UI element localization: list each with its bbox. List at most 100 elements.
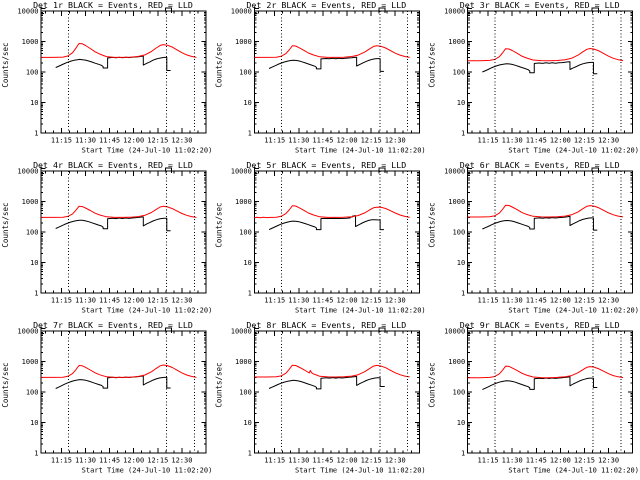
y-tick-label: 100 (239, 69, 252, 77)
interval-marker-left (253, 6, 259, 14)
axes-frame (467, 170, 634, 294)
subplot-det-8r: Det 8r BLACK = Events, RED = LLD 11:15 11:… (214, 320, 425, 475)
plot-title: Det 5r BLACK = Events, RED = LLD (246, 160, 406, 170)
lld-series (467, 204, 624, 218)
x-tick-label: 12:30 (171, 297, 192, 305)
lld-series (41, 43, 197, 58)
y-tick-label: 1000 (448, 358, 465, 366)
x-tick-label: 12:00 (123, 137, 144, 145)
x-tick-label: 11:30 (288, 137, 309, 145)
x-tick-label: 11:15 (264, 457, 285, 465)
y-tick-label: 10000 (231, 328, 252, 336)
y-tick-label: 10 (30, 259, 38, 267)
y-tick-label: 1000 (235, 358, 252, 366)
y-tick-label: 100 (239, 389, 252, 397)
axes-frame (467, 330, 634, 454)
interval-marker-left (40, 6, 46, 14)
interval-marker-bar (378, 327, 386, 333)
interval-marker-bar (591, 327, 599, 333)
x-tick-label: 11:15 (51, 297, 72, 305)
x-tick-label: 11:15 (51, 137, 72, 145)
x-tick-label: 11:45 (312, 137, 333, 145)
axes-frame (40, 170, 207, 294)
y-tick-label: 10 (243, 99, 251, 107)
x-tick-label: 11:45 (312, 297, 333, 305)
x-tick-label: 11:45 (526, 297, 547, 305)
y-tick-label: 1000 (235, 198, 252, 206)
x-tick-label: 11:30 (75, 297, 96, 305)
x-tick-label: 11:30 (502, 137, 523, 145)
y-tick-label: 100 (26, 229, 39, 237)
y-tick-label: 100 (453, 69, 466, 77)
y-tick-label: 1 (34, 450, 38, 458)
y-tick-label: 100 (453, 229, 466, 237)
y-tick-label: 10 (243, 419, 251, 427)
lld-series (41, 205, 197, 218)
plot-title: Det 4r BLACK = Events, RED = LLD (33, 160, 193, 170)
x-tick-label: 12:00 (550, 457, 571, 465)
x-tick-label: 12:00 (550, 297, 571, 305)
plot-title: Det 6r BLACK = Events, RED = LLD (460, 160, 620, 170)
x-tick-label: 12:00 (123, 297, 144, 305)
interval-marker-bar (165, 7, 173, 13)
x-tick-label: 12:30 (171, 457, 192, 465)
x-tick-label: 12:30 (385, 137, 406, 145)
x-tick-label: 11:30 (75, 137, 96, 145)
subplot-det-4r: Det 4r BLACK = Events, RED = LLD 11:15 11:… (1, 160, 212, 315)
y-tick-label: 10000 (231, 8, 252, 16)
y-tick-label: 10000 (17, 168, 38, 176)
y-axis-label: Counts/sec (214, 202, 223, 247)
y-tick-label: 10000 (444, 328, 465, 336)
x-tick-label: 12:15 (574, 297, 595, 305)
lld-series (254, 45, 410, 58)
events-series (268, 215, 384, 231)
x-axis-label: Start Time (24-Jul-10 11:02:20) (82, 467, 213, 475)
y-tick-label: 10000 (17, 8, 38, 16)
x-tick-label: 11:30 (502, 457, 523, 465)
plot-title: Det 8r BLACK = Events, RED = LLD (246, 320, 406, 330)
y-tick-label: 1000 (235, 38, 252, 46)
interval-marker-left (467, 6, 473, 14)
x-tick-label: 11:15 (478, 457, 499, 465)
x-tick-label: 11:45 (312, 457, 333, 465)
x-tick-label: 11:15 (264, 297, 285, 305)
interval-marker-bar (378, 167, 386, 173)
x-axis-label: Start Time (24-Jul-10 11:02:20) (295, 147, 426, 155)
events-series (482, 215, 598, 231)
y-axis-label: Counts/sec (428, 202, 437, 247)
y-tick-label: 100 (453, 389, 466, 397)
y-axis-label: Counts/sec (1, 362, 10, 407)
events-series (482, 61, 598, 75)
y-tick-label: 10 (243, 259, 251, 267)
events-series (55, 375, 171, 389)
y-tick-label: 1 (248, 450, 252, 458)
interval-marker-left (253, 326, 259, 334)
x-tick-label: 11:15 (478, 297, 499, 305)
axes-frame (40, 10, 207, 134)
y-tick-label: 100 (26, 389, 39, 397)
events-series (268, 56, 384, 72)
y-tick-label: 1 (461, 290, 465, 298)
lld-series (467, 365, 624, 379)
y-axis-label: Counts/sec (428, 362, 437, 407)
axes-frame (253, 10, 420, 134)
interval-marker-bar (591, 7, 599, 13)
x-tick-label: 11:30 (502, 297, 523, 305)
x-tick-label: 11:30 (288, 297, 309, 305)
x-tick-label: 12:15 (361, 297, 382, 305)
plot-title: Det 9r BLACK = Events, RED = LLD (460, 320, 620, 330)
y-axis-label: Counts/sec (428, 42, 437, 87)
lld-series (467, 48, 624, 62)
plot-title: Det 2r BLACK = Events, RED = LLD (246, 0, 406, 10)
y-tick-label: 1000 (22, 38, 39, 46)
y-tick-label: 10000 (444, 8, 465, 16)
y-tick-label: 1 (248, 130, 252, 138)
interval-marker-left (40, 326, 46, 334)
x-tick-label: 12:15 (147, 297, 168, 305)
